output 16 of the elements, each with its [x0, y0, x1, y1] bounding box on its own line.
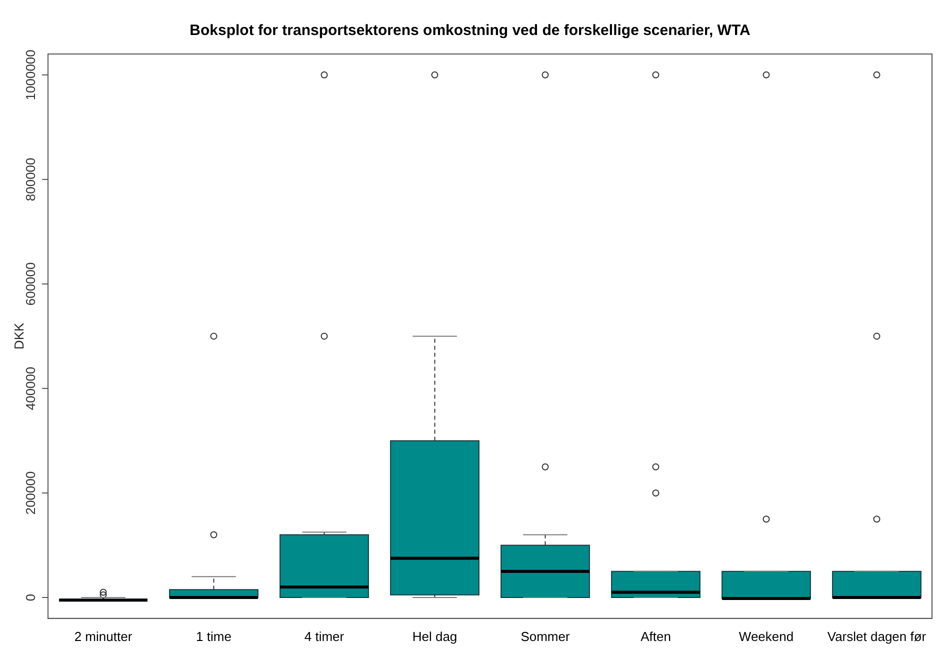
y-tick-label: 800000: [23, 158, 38, 202]
y-tick-label: 1000000: [23, 50, 38, 100]
y-tick-label: 200000: [23, 471, 38, 515]
x-tick-label: Sommer: [520, 628, 570, 644]
y-tick-label: 600000: [23, 262, 38, 306]
y-tick-label: 0: [23, 594, 38, 602]
y-axis-title: DKK: [11, 322, 26, 350]
x-tick-label: 2 minutter: [74, 628, 133, 644]
x-tick-label: Weekend: [738, 628, 794, 644]
x-tick-label: Varslet dagen før: [827, 628, 927, 644]
y-tick-label: 400000: [23, 366, 38, 410]
chart-title: Boksplot for transportsektorens omkostning ved de forskellige scenarier, WTA: [190, 22, 751, 40]
x-tick-label: Hel dag: [412, 628, 458, 644]
x-tick-label: 1 time: [196, 628, 232, 644]
x-tick-label: Aften: [640, 628, 671, 644]
x-tick-label: 4 timer: [304, 628, 345, 644]
